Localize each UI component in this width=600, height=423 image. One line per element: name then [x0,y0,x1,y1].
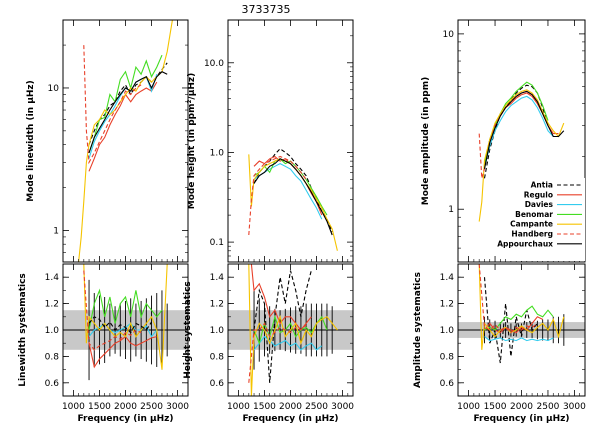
series-benomar [484,305,554,331]
panel-amplitude-systematics: 1000 1500 2000 2500 3000 0.6 0.8 1.0 1.2 1.4 Ampli… [413,263,586,423]
y-tick-label: 1 [448,205,454,215]
x-tick-label: 1000 [227,402,250,412]
plot-area-linewidth [78,20,173,262]
x-axis-label: Frequency (in μHz) [77,414,173,423]
series-regulo [253,155,323,216]
panel-linewidth-systematics: 1000 1500 2000 2500 3000 0.6 0.8 1.0 1.2 1.4 Linew… [18,263,189,423]
series-davies [484,336,554,342]
series-campante [478,89,565,222]
y-tick-label: 1.0 [210,148,225,158]
legend-label-antia: Antia [531,181,553,190]
legend-box [510,178,585,261]
y-tick-label: 0.6 [210,379,225,389]
series-antia [88,62,168,145]
y-tick-label: 1 [53,226,59,236]
x-tick-label: 3000 [331,402,354,412]
y-tick-label: 1.4 [210,273,225,283]
y-tick-label: 1.4 [440,273,455,283]
x-tick-label: 2500 [537,402,560,412]
y-axis-label: Amplitude systematics [413,272,423,388]
series-handberg [248,322,307,383]
series-benomar [88,288,163,331]
x-tick-label: 2500 [305,402,328,412]
series-regulo [88,335,157,369]
series-handberg [83,45,142,165]
series-regulo [88,81,158,172]
legend-label-regulo: Regulo [524,190,553,199]
x-tick-label: 1000 [62,402,85,412]
legend-label-campante: Campante [510,220,553,229]
y-tick-label: 1.4 [45,273,60,283]
legend: AntiaReguloDaviesBenomarCampanteHandberg… [497,178,585,261]
plot-area-linewidth-systematics [63,264,188,381]
y-tick-label: 10 [48,84,60,94]
y-tick-label: 1.0 [210,326,225,336]
plot-area-amplitude-systematics [458,264,585,364]
series-campante [83,264,168,370]
y-tick-label: 0.8 [210,352,225,362]
y-tick-label: 10 [443,30,455,40]
plot-area-amplitude [478,81,565,222]
legend-label-benomar: Benomar [515,210,553,219]
y-axis-label: Linewidth systematics [18,273,28,387]
plot-area-height [248,147,338,251]
panel-linewidth: 1 10 Mode linewidth (in μHz) [26,19,189,263]
y-axis-label: Height systematics [183,281,193,379]
panel-frame [227,19,354,263]
series-antia [253,270,312,383]
x-tick-label: 2000 [510,402,533,412]
series-handberg [478,264,538,334]
series-campante [248,264,338,396]
series-davies [88,322,158,338]
y-tick-label: 1.2 [45,300,59,310]
plot-area-height-systematics [228,264,353,396]
x-tick-label: 1500 [484,402,507,412]
chart-title: 3733735 [242,3,291,16]
y-axis-label: Mode height (in ppm²/μHz) [187,73,197,209]
x-tick-label: 1000 [457,402,480,412]
y-tick-label: 0.6 [45,379,60,389]
y-tick-label: 0.8 [45,352,60,362]
legend-label-appourchaux: Appourchaux [497,239,553,248]
legend-label-handberg: Handberg [511,230,553,239]
series-antia [483,277,538,364]
x-tick-label: 2000 [279,402,302,412]
series-handberg [83,270,142,351]
y-axis-label: Mode amplitude (in ppm) [421,77,431,205]
series-benomar [88,54,163,154]
panel-height-systematics: 1000 1500 2000 2500 3000 0.6 0.8 1.0 1.2 1.4 Heigh… [183,263,354,423]
x-tick-label: 1500 [88,402,111,412]
x-tick-label: 3000 [166,402,189,412]
x-tick-label: 1500 [253,402,276,412]
series-campante [248,154,338,251]
series-antia [253,147,333,233]
x-tick-label: 3000 [563,402,586,412]
series-davies [253,335,323,351]
y-tick-label: 1.2 [440,300,454,310]
x-tick-label: 2000 [114,402,137,412]
series-davies [483,95,554,169]
y-tick-label: 0.1 [210,238,224,248]
series-appourchaux [88,71,168,154]
legend-label-davies: Davies [525,200,554,209]
series-campante [478,264,565,350]
panel-height: 0.1 1.0 10.0 Mode height (in ppm²/μHz) [187,19,354,263]
y-tick-label: 0.8 [440,352,455,362]
y-tick-label: 1.0 [440,326,455,336]
x-axis-label: Frequency (in μHz) [473,414,569,423]
y-tick-label: 10.0 [204,59,224,69]
panel-amplitude: 1 10 Mode amplitude (in ppm) [421,19,586,263]
series-appourchaux [253,158,333,236]
series-handberg [248,155,307,236]
y-axis-label: Mode linewidth (in μHz) [26,80,36,201]
y-tick-label: 1.2 [210,300,224,310]
y-tick-label: 0.6 [440,379,455,389]
x-axis-label: Frequency (in μHz) [242,414,338,423]
y-tick-label: 1.0 [45,326,60,336]
series-appourchaux [483,90,565,169]
series-antia [88,316,152,334]
x-tick-label: 2500 [140,402,163,412]
